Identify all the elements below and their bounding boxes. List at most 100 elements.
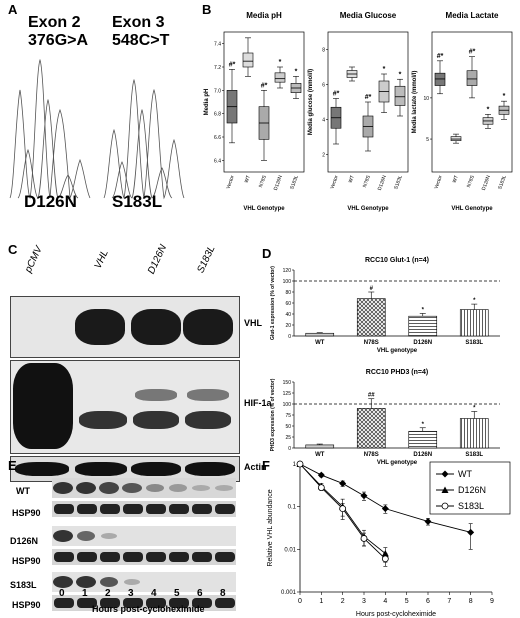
box-significance-mark: * [487,106,490,113]
bar-category-label: N78S [364,340,379,346]
box-significance-mark: * [503,93,506,100]
box-x-axis-label: VHL Genotype [243,206,285,212]
box-category-label: WT [452,175,460,184]
line-legend-label: D126N [458,485,486,495]
box-body [466,70,478,86]
blot-label-hif1a: HIF-1a [244,398,272,408]
box-y-axis-label: Media glucose (mmol/l) [308,69,314,135]
time-tick-label: 1 [82,588,88,599]
line-data-point [441,502,449,510]
line-y-tick-label: 0.1 [288,505,297,511]
box-y-tick-label: 2 [322,153,325,159]
line-data-point [317,484,325,491]
box-category-label: WT [348,175,356,184]
panel-b-label: B [202,2,212,17]
line-data-point [467,528,475,536]
box-x-axis-label: VHL Genotype [451,206,493,212]
box-significance-mark: #* [261,82,268,89]
box-y-tick-label: 7.4 [214,42,221,48]
bar-category-label: N78S [364,452,379,458]
bar-x-axis-label: VHL genotype [377,460,418,466]
bar-significance-mark: * [473,298,476,304]
bar [305,332,335,337]
line-data-point [360,492,368,500]
box-significance-mark: * [399,71,402,78]
box-body [434,72,446,86]
box-chart-title: Media Glucose [340,11,397,20]
bar-chart-title: RCC10 PHD3 (n=4) [366,369,428,376]
row-label-hsp90-1: HSP90 [12,508,41,518]
blot-label-actin: Actin [244,462,267,472]
degradation-blots [52,478,236,611]
bar-y-tick-label: 0 [288,334,291,340]
box-significance-mark: * [383,66,386,73]
bar [305,444,335,449]
line-y-tick-label: 0.01 [284,547,296,553]
line-legend-label: S183L [458,501,484,511]
bar-y-tick-label: 40 [285,312,291,318]
bar [459,418,489,449]
panel-f-line-chart: 0.001 0.01 0.1 1 0 1 2 3 4 5 6 7 8 9 Relative VHL abun… [267,460,511,618]
blot-hif1a [10,360,240,454]
bar-y-tick-label: 20 [285,323,291,329]
box-body [450,136,462,142]
line-y-tick-label: 0.001 [281,590,297,596]
box-category-label: N78S [362,174,372,188]
bar-y-tick-label: 125 [283,391,292,397]
bar-chart-title: RCC10 Glut-1 (n=4) [365,257,429,264]
bar-significance-mark: * [422,307,425,313]
bar-y-tick-label: 25 [285,435,291,441]
box-significance-mark: #* [365,94,372,101]
box-y-tick-label: 5 [426,137,429,143]
bar-y-tick-label: 75 [285,413,291,419]
line-x-tick-label: 0 [298,598,302,605]
bar-y-axis-label: PHD3 expression (% of vector) [270,378,276,451]
line-data-point [424,517,432,525]
bar-y-tick-label: 150 [283,380,292,386]
time-tick-label: 3 [128,588,134,599]
bar-y-tick-label: 0 [288,446,291,452]
lane-labels: pCMV VHL D126N S183L [20,243,240,296]
bar-category-label: D126N [413,340,432,346]
time-tick-labels: 0 1 2 3 4 5 6 8 [52,588,238,602]
line-data-point [441,486,449,493]
bar-significance-mark: # [370,286,374,292]
panel-e-xlabel: Hours post-cycloheximide [92,604,205,614]
row-label-hsp90-2: HSP90 [12,556,41,566]
time-tick-label: 5 [174,588,180,599]
blot-label-vhl: VHL [244,318,262,328]
bar-significance-mark: * [473,405,476,411]
line-y-tick-label: 1 [293,462,297,468]
box-category-label: D126N [377,174,388,191]
bar-y-tick-label: 100 [283,279,292,285]
bar-y-tick-label: 120 [283,268,292,274]
time-tick-label: 6 [197,588,203,599]
lane-label-pcmv: pCMV [23,244,45,275]
box-y-axis-label: Media pH [204,89,210,116]
bar-significance-mark: ## [368,393,375,399]
row-label-d126n: D126N [10,536,39,546]
box-y-tick-label: 8 [322,48,325,54]
line-y-axis-label: Relative VHL abundance [267,489,274,566]
box-x-axis-label: VHL Genotype [347,206,389,212]
row-label-s183l: S183L [10,580,37,590]
line-data-point [317,471,325,479]
panel-a-label: A [8,2,18,17]
line-data-point [339,505,347,513]
box-y-tick-label: 4 [322,118,325,124]
sequencing-chromatogram [9,58,185,200]
box-category-label: Vector [329,174,340,190]
line-legend-label: WT [458,469,472,479]
bar [356,408,386,449]
line-x-tick-label: 4 [383,598,387,605]
panel-d-bar-charts: RCC10 Glut-1 (n=4) 0 20 40 60 80 100 120 Glut-1 … [270,257,500,466]
line-x-tick-label: 3 [362,598,366,605]
exon3-title: Exon 3 [112,14,165,31]
box-category-label: D126N [481,174,492,191]
line-x-axis-label: Hours post-cycloheximide [356,611,436,618]
box-significance-mark: #* [229,61,236,68]
box-y-tick-label: 6.6 [214,135,221,141]
panel-f-label: F [262,458,270,473]
bar [408,430,438,449]
panel-d-label: D [262,246,272,261]
